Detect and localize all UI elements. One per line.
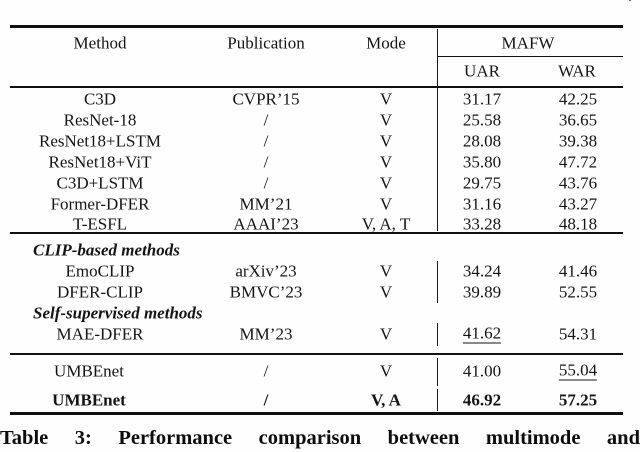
uar-value-cell: 31.16 xyxy=(462,194,502,214)
uar-value-cell: 33.28 xyxy=(462,214,502,234)
publication-cell: / xyxy=(263,173,269,193)
uar-value-cell: 31.17 xyxy=(462,89,502,109)
war-value-cell: 48.18 xyxy=(558,214,598,234)
uar-value-cell: 35.80 xyxy=(462,152,502,172)
table-rule-header-bottom xyxy=(10,86,623,88)
page-corner-mark: ’ xyxy=(628,0,635,13)
method-cell: UMBEnet xyxy=(54,361,124,381)
uar-value-cell: 46.92 xyxy=(462,390,502,410)
uar-value-cell: 25.58 xyxy=(462,110,502,130)
war-value-cell: 41.46 xyxy=(558,261,598,281)
method-cell: UMBEnet xyxy=(52,390,126,410)
table-rule-cmid-mafw xyxy=(437,56,623,58)
column-divider-header xyxy=(437,29,439,86)
method-cell: MAE-DFER xyxy=(56,324,144,344)
table-rule-bottom xyxy=(10,412,623,415)
method-cell: EmoCLIP xyxy=(65,261,135,281)
column-divider-block3 xyxy=(437,323,439,346)
uar-value-cell: 28.08 xyxy=(462,131,502,151)
mode-cell: V xyxy=(379,324,393,344)
publication-cell: / xyxy=(263,390,269,410)
column-divider-block5 xyxy=(437,389,439,411)
method-cell: T-ESFL xyxy=(72,214,128,234)
mode-cell: V xyxy=(379,110,393,130)
war-value-cell: 47.72 xyxy=(558,152,598,172)
mode-cell: V xyxy=(379,361,393,381)
publication-cell: / xyxy=(263,361,269,381)
column-header-uar: UAR xyxy=(464,61,500,81)
method-cell: ResNet-18 xyxy=(63,110,137,130)
table-rule-section-1 xyxy=(10,232,623,234)
uar-value-cell: 29.75 xyxy=(462,173,502,193)
mode-cell: V xyxy=(379,282,393,302)
mode-cell: V xyxy=(379,131,393,151)
mode-cell: V xyxy=(379,152,393,172)
war-value-cell: 57.25 xyxy=(558,390,598,410)
war-value-cell: 36.65 xyxy=(558,110,598,130)
publication-cell: / xyxy=(263,131,269,151)
war-value-cell: 42.25 xyxy=(558,89,598,109)
war-value-cell: 43.76 xyxy=(558,173,598,193)
publication-cell: MM’21 xyxy=(239,194,293,214)
column-header-publication: Publication xyxy=(227,33,305,53)
mode-cell: V xyxy=(379,194,393,214)
method-cell: C3D xyxy=(83,89,117,109)
column-divider-block2 xyxy=(437,261,439,303)
war-value-cell: 52.55 xyxy=(558,282,598,302)
uar-value-cell: 41.62 xyxy=(462,323,502,344)
method-cell: ResNet18+ViT xyxy=(48,152,152,172)
column-header-mode: Mode xyxy=(366,33,406,53)
section-header: CLIP-based methods xyxy=(33,240,180,260)
table-rule-top xyxy=(10,25,623,28)
column-divider-block1 xyxy=(437,88,439,231)
method-cell: ResNet18+LSTM xyxy=(39,131,161,151)
war-value-cell: 55.04 xyxy=(558,360,598,381)
publication-cell: / xyxy=(263,152,269,172)
mode-cell: V, A, T xyxy=(361,214,411,234)
uar-value-cell: 41.00 xyxy=(462,361,502,381)
method-cell: C3D+LSTM xyxy=(56,173,144,193)
column-divider-block4 xyxy=(437,358,439,386)
mode-cell: V xyxy=(379,89,393,109)
mode-cell: V xyxy=(379,261,393,281)
war-value-cell: 39.38 xyxy=(558,131,598,151)
publication-cell: MM’23 xyxy=(239,324,293,344)
war-value-cell: 43.27 xyxy=(558,194,598,214)
method-cell: DFER-CLIP xyxy=(57,282,143,302)
column-header-method: Method xyxy=(73,33,127,53)
table-caption: Table 3: Performance comparison between … xyxy=(0,427,640,449)
table-rule-section-2 xyxy=(10,353,623,355)
section-header: Self-supervised methods xyxy=(33,303,203,323)
column-header-mafw-group: MAFW xyxy=(501,33,555,53)
uar-value-cell: 34.24 xyxy=(462,261,502,281)
mode-cell: V, A xyxy=(371,390,401,410)
publication-cell: arXiv’23 xyxy=(235,261,297,281)
method-cell: Former-DFER xyxy=(50,194,150,214)
publication-cell: AAAI’23 xyxy=(233,214,299,234)
mode-cell: V xyxy=(379,173,393,193)
publication-cell: BMVC’23 xyxy=(229,282,303,302)
uar-value-cell: 39.89 xyxy=(462,282,502,302)
column-header-war: WAR xyxy=(558,61,596,81)
publication-cell: CVPR’15 xyxy=(232,89,300,109)
publication-cell: / xyxy=(263,110,269,130)
war-value-cell: 54.31 xyxy=(558,324,598,344)
